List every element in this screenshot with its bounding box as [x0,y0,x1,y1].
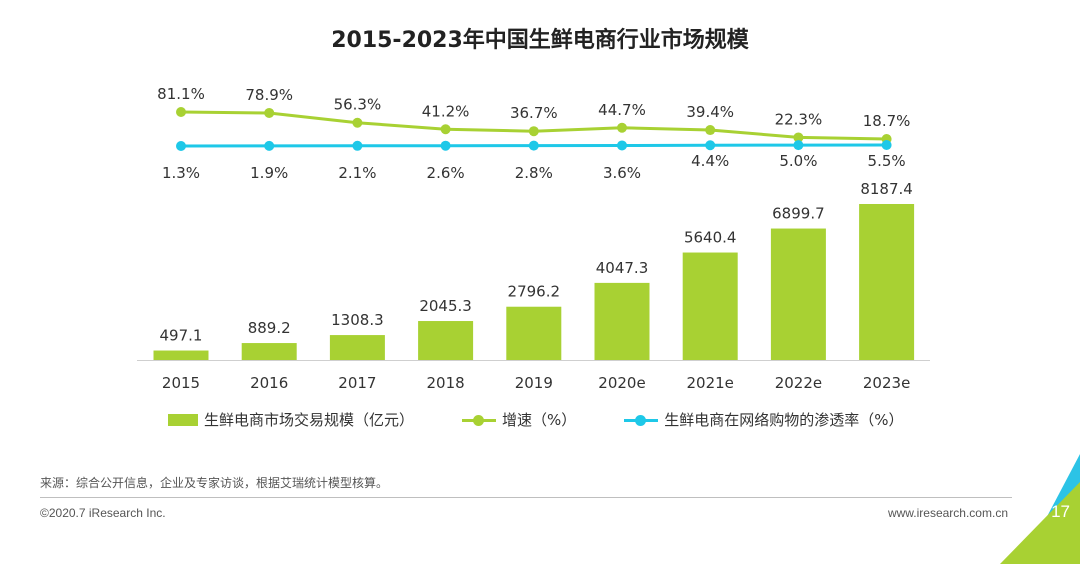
growth-value-label: 18.7% [863,112,911,130]
penetration-value-label: 3.6% [603,164,641,182]
bar-2022e [770,228,826,360]
penetration-value-label: 2.6% [427,164,465,182]
penetration-point [352,140,363,151]
growth-point [528,126,539,137]
legend-swatch-growth-line [462,414,497,426]
legend-label-growth: 增速（%） [502,411,577,429]
x-tick-label: 2019 [515,374,553,392]
bar-2020e [594,282,650,360]
chart-legend: 生鲜电商市场交易规模（亿元） 增速（%） 生鲜电商在网络购物的渗透率（%） [168,409,952,430]
bar-value-label: 1308.3 [331,311,384,329]
penetration-value-label: 2.8% [515,164,553,182]
penetration-point [793,140,804,151]
penetration-value-label: 5.0% [779,152,817,170]
penetration-value-label: 4.4% [691,152,729,170]
x-tick-label: 2017 [338,374,376,392]
x-tick-label: 2021e [686,374,733,392]
bar-value-label: 5640.4 [684,229,737,247]
penetration-point [617,140,627,151]
penetration-point [176,141,186,151]
penetration-point [440,140,451,151]
growth-value-label: 39.4% [686,103,734,121]
bar-value-label: 2045.3 [419,297,472,315]
bar-2021e [682,252,738,360]
growth-value-label: 78.9% [245,86,293,104]
growth-value-label: 44.7% [598,101,646,119]
growth-value-label: 81.1% [157,85,205,103]
chart-canvas: 497.1 889.2 1308.3 2045.3 2796.2 4047.3 5640.4… [137,85,930,392]
x-tick-label: 2020e [598,374,645,392]
legend-label-market-size: 生鲜电商市场交易规模（亿元） [204,411,415,429]
x-tick-label: 2016 [250,374,288,392]
corner-decoration [1000,454,1080,564]
legend-item-market-size: 生鲜电商市场交易规模（亿元） [168,409,414,430]
penetration-point [528,140,539,151]
bar-value-label: 4047.3 [596,259,649,277]
penetration-point [705,140,716,151]
growth-point [352,117,363,128]
bar-value-label: 6899.7 [772,205,825,223]
growth-point [617,122,627,133]
legend-swatch-bar [168,413,198,426]
bar-2018 [418,321,474,360]
bar-2015 [153,350,209,360]
growth-point [264,107,275,118]
penetration-value-label: 2.1% [338,164,376,182]
bar-value-label: 889.2 [248,319,291,337]
source-note: 来源：综合公开信息，企业及专家访谈，根据艾瑞统计模型核算。 [40,476,389,490]
legend-swatch-penetration-line [624,414,659,426]
bar-2023e [859,204,915,360]
website-link[interactable]: www.iresearch.com.cn [887,506,1008,520]
page-number: 17 [1051,502,1070,521]
growth-point [440,124,451,135]
growth-value-label: 36.7% [510,104,558,122]
bar-2019 [506,306,562,360]
legend-item-penetration: 生鲜电商在网络购物的渗透率（%） [624,409,904,430]
growth-value-label: 22.3% [775,110,823,128]
x-tick-label: 2022e [775,374,822,392]
legend-item-growth: 增速（%） [462,409,576,430]
growth-value-label: 41.2% [422,102,470,120]
bar-value-label: 8187.4 [860,180,913,198]
penetration-point [264,140,275,151]
bar-value-label: 2796.2 [508,283,561,301]
growth-point [793,132,804,143]
bar-2017 [329,335,385,360]
penetration-value-label: 1.9% [250,164,288,182]
copyright-text: ©2020.7 iResearch Inc. [40,506,166,520]
bar-2016 [241,343,297,360]
x-tick-label: 2023e [863,374,910,392]
penetration-point [881,140,892,150]
penetration-value-label: 1.3% [162,164,200,182]
growth-point [705,125,716,136]
x-tick-label: 2018 [427,374,465,392]
growth-value-label: 56.3% [334,96,382,114]
footer-divider [40,497,1012,498]
chart-title: 2015-2023年中国生鲜电商行业市场规模 [331,28,749,53]
bar-value-label: 497.1 [160,327,203,345]
x-tick-label: 2015 [162,374,200,392]
penetration-value-label: 5.5% [868,152,906,170]
legend-label-penetration: 生鲜电商在网络购物的渗透率（%） [664,411,904,429]
growth-point [176,107,186,117]
